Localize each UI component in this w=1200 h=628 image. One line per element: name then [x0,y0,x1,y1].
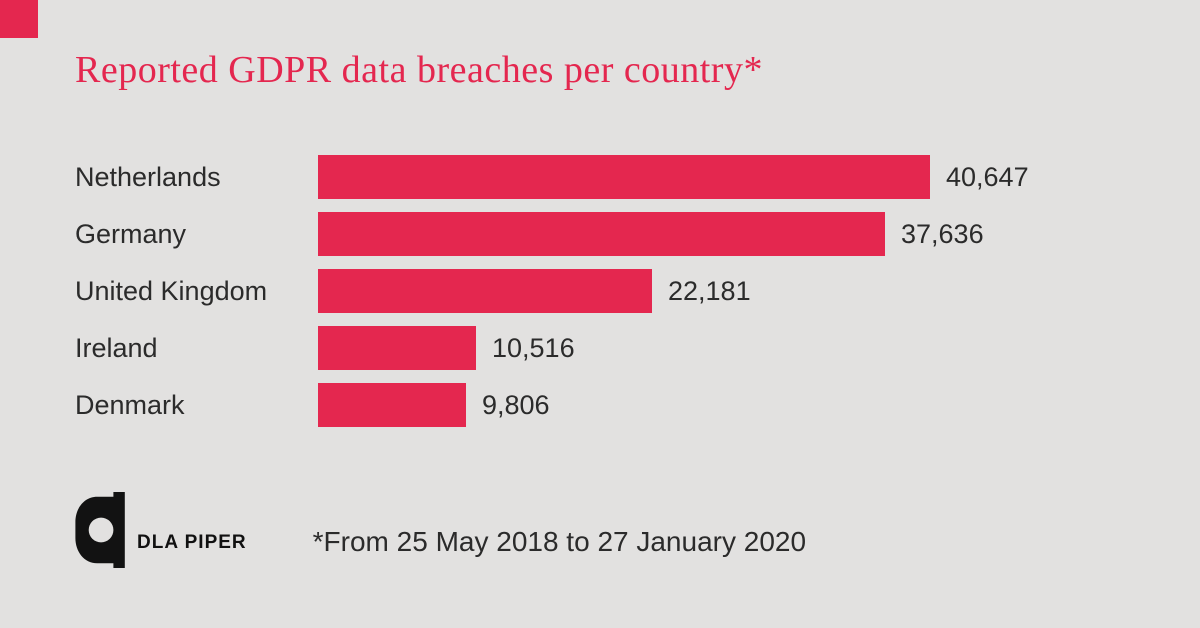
dla-piper-logo-icon [75,492,125,568]
bar [318,326,476,370]
footer: DLA PIPER *From 25 May 2018 to 27 Januar… [75,492,806,568]
dla-piper-logo: DLA PIPER [75,492,247,568]
chart-rows: Netherlands 40,647 Germany 37,636 United Kin… [75,155,1135,440]
footnote: *From 25 May 2018 to 27 January 2020 [312,526,807,557]
bar-label: Germany [75,218,187,249]
bar-label: Denmark [75,389,185,420]
bar-label: United Kingdom [75,275,268,306]
bar [318,155,930,199]
bar [318,383,466,427]
dla-piper-logo-text: DLA PIPER [137,532,247,553]
bar-row: Denmark 9,806 [75,383,1135,427]
bar [318,269,652,313]
bar-row: Germany 37,636 [75,212,1135,256]
bar-value: 10,516 [492,332,575,363]
corner-accent-square [0,0,38,38]
bar-value: 40,647 [946,161,1029,192]
bar-label: Netherlands [75,161,221,192]
bar-row: Ireland 10,516 [75,326,1135,370]
bar-value: 37,636 [901,218,984,249]
bar-row: Netherlands 40,647 [75,155,1135,199]
bar [318,212,885,256]
bar-value: 9,806 [482,389,550,420]
bar-label: Ireland [75,332,158,363]
bar-row: United Kingdom 22,181 [75,269,1135,313]
bar-value: 22,181 [668,275,751,306]
chart-title: Reported GDPR data breaches per country* [75,49,763,91]
